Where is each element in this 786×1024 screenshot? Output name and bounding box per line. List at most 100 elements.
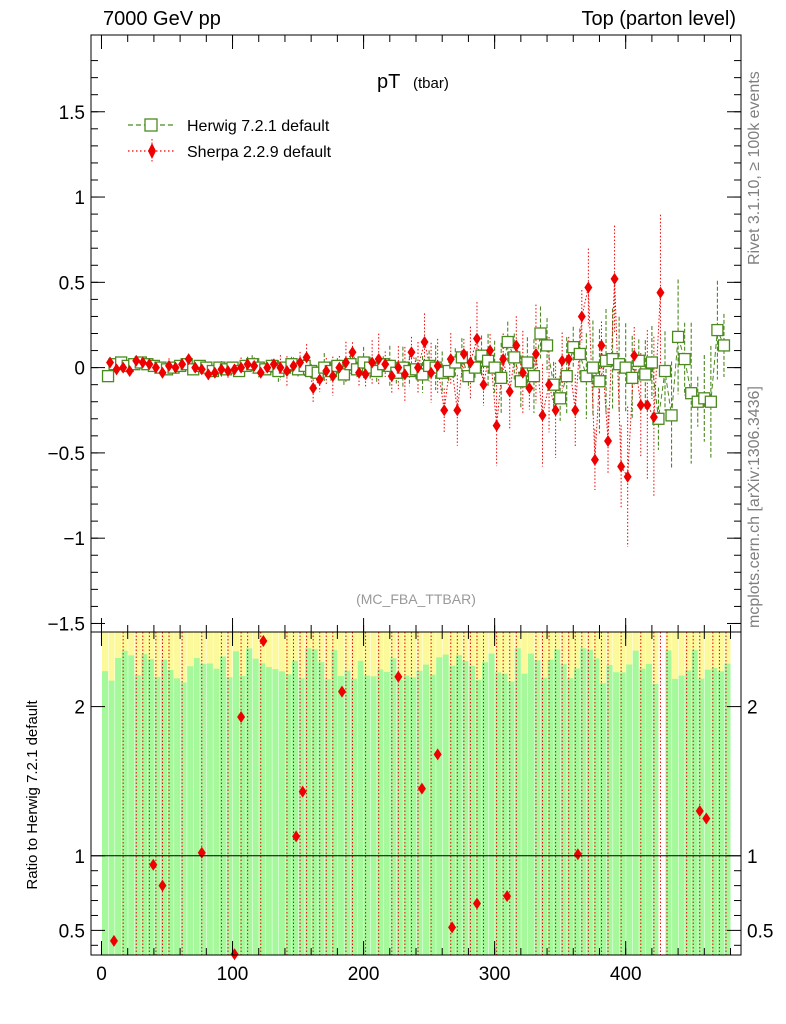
sherpa-point — [276, 361, 285, 374]
ratio-outer-band — [455, 632, 462, 657]
sherpa-point — [197, 363, 206, 376]
sherpa-point — [453, 404, 462, 417]
sherpa-point — [525, 382, 534, 395]
sherpa-ratio-point — [702, 812, 711, 825]
ratio-inner-band — [409, 677, 416, 955]
ratio-outer-band — [259, 632, 266, 665]
ratio-outer-band — [134, 632, 141, 677]
ratio-outer-band — [298, 632, 305, 680]
ratio-inner-band — [272, 669, 279, 955]
sherpa-point — [466, 356, 475, 369]
herwig-point — [626, 371, 639, 384]
ratio-outer-band — [265, 632, 272, 669]
ratio-y-tick-label-left: 1 — [74, 847, 85, 868]
ratio-outer-band — [357, 632, 364, 662]
sherpa-point — [263, 361, 272, 374]
ratio-outer-band — [324, 632, 331, 681]
sherpa-ratio-point — [337, 685, 346, 698]
sherpa-point — [302, 351, 311, 364]
ratio-outer-band — [180, 632, 187, 684]
x-tick-label: 0 — [96, 964, 107, 985]
ratio-outer-band — [331, 632, 338, 652]
ratio-inner-band — [586, 649, 593, 955]
ratio-inner-band — [108, 680, 115, 955]
ratio-outer-band — [540, 632, 548, 679]
ratio-outer-band — [514, 632, 521, 650]
sherpa-ratio-point — [109, 934, 118, 947]
sherpa-point — [171, 361, 180, 374]
ratio-outer-band — [128, 632, 135, 657]
sherpa-point — [604, 434, 613, 447]
ratio-y-tick-label-left: 0.5 — [59, 921, 85, 942]
ratio-y-tick-label-right: 0.5 — [747, 921, 773, 942]
sherpa-point — [230, 363, 239, 376]
ratio-inner-band — [482, 662, 489, 955]
ratio-inner-band — [134, 675, 141, 955]
herwig-point — [685, 387, 698, 400]
header-right-label: Top (parton level) — [581, 8, 736, 30]
sherpa-point — [374, 353, 383, 366]
ratio-inner-band — [154, 676, 161, 955]
x-tick-label: 400 — [610, 964, 642, 985]
ratio-inner-band — [265, 667, 272, 955]
ratio-inner-band — [514, 648, 521, 955]
ratio-outer-band — [108, 632, 115, 682]
ratio-outer-band — [482, 632, 489, 664]
ratio-outer-band — [586, 632, 593, 651]
sherpa-point — [250, 359, 259, 372]
sherpa-point — [617, 460, 626, 473]
ratio-inner-band — [613, 672, 620, 955]
herwig-point — [101, 369, 115, 383]
ratio-outer-band — [665, 632, 672, 652]
herwig-point — [632, 354, 645, 367]
herwig-point — [337, 368, 351, 381]
herwig-point — [711, 323, 724, 337]
ratio-outer-band — [691, 632, 698, 652]
ratio-inner-band — [540, 677, 548, 955]
sherpa-point — [243, 358, 252, 371]
ratio-inner-band — [324, 679, 331, 955]
sherpa-point — [531, 347, 540, 360]
sherpa-point — [328, 370, 337, 383]
sherpa-point — [368, 356, 377, 369]
ratio-outer-band — [160, 632, 168, 661]
ratio-outer-band — [403, 632, 410, 677]
sherpa-ratio-point — [503, 890, 512, 903]
upper-axis: −1.5 −1 −0.5 0 0.5 1 1.5 — [47, 35, 741, 635]
watermark-label: (MC_FBA_TTBAR) — [356, 591, 476, 607]
sherpa-point — [204, 368, 213, 381]
ratio-outer-band — [613, 632, 620, 674]
legend-sherpa-marker — [148, 143, 156, 159]
sherpa-point — [145, 358, 154, 371]
ratio-inner-band — [206, 663, 213, 955]
ratio-outer-band — [527, 632, 534, 655]
sherpa-point — [296, 356, 305, 369]
ratio-inner-band — [521, 673, 528, 955]
herwig-point — [593, 375, 606, 388]
y-tick-label: −1 — [63, 529, 85, 550]
ratio-inner-band — [645, 663, 652, 955]
sherpa-point — [289, 359, 298, 372]
sherpa-point — [479, 378, 488, 391]
sherpa-point — [459, 347, 468, 360]
ratio-inner-band — [547, 659, 554, 955]
sherpa-point — [649, 411, 658, 424]
sherpa-ratio-point — [394, 670, 403, 683]
sherpa-point — [165, 359, 174, 372]
sherpa-point — [472, 332, 481, 345]
ratio-inner-band — [436, 657, 443, 955]
sherpa-point — [505, 385, 514, 398]
ratio-inner-band — [377, 669, 384, 955]
ratio-inner-band — [350, 678, 358, 955]
ratio-outer-band — [495, 632, 502, 674]
herwig-point — [495, 371, 508, 384]
herwig-point — [521, 356, 534, 369]
ratio-inner-band — [331, 650, 338, 955]
herwig-point — [704, 395, 718, 408]
herwig-point — [514, 375, 527, 388]
ratio-outer-band — [311, 632, 318, 651]
ratio-inner-band — [423, 664, 430, 955]
ratio-inner-band — [167, 669, 174, 955]
sherpa-point — [577, 310, 586, 323]
herwig-point — [534, 327, 547, 340]
